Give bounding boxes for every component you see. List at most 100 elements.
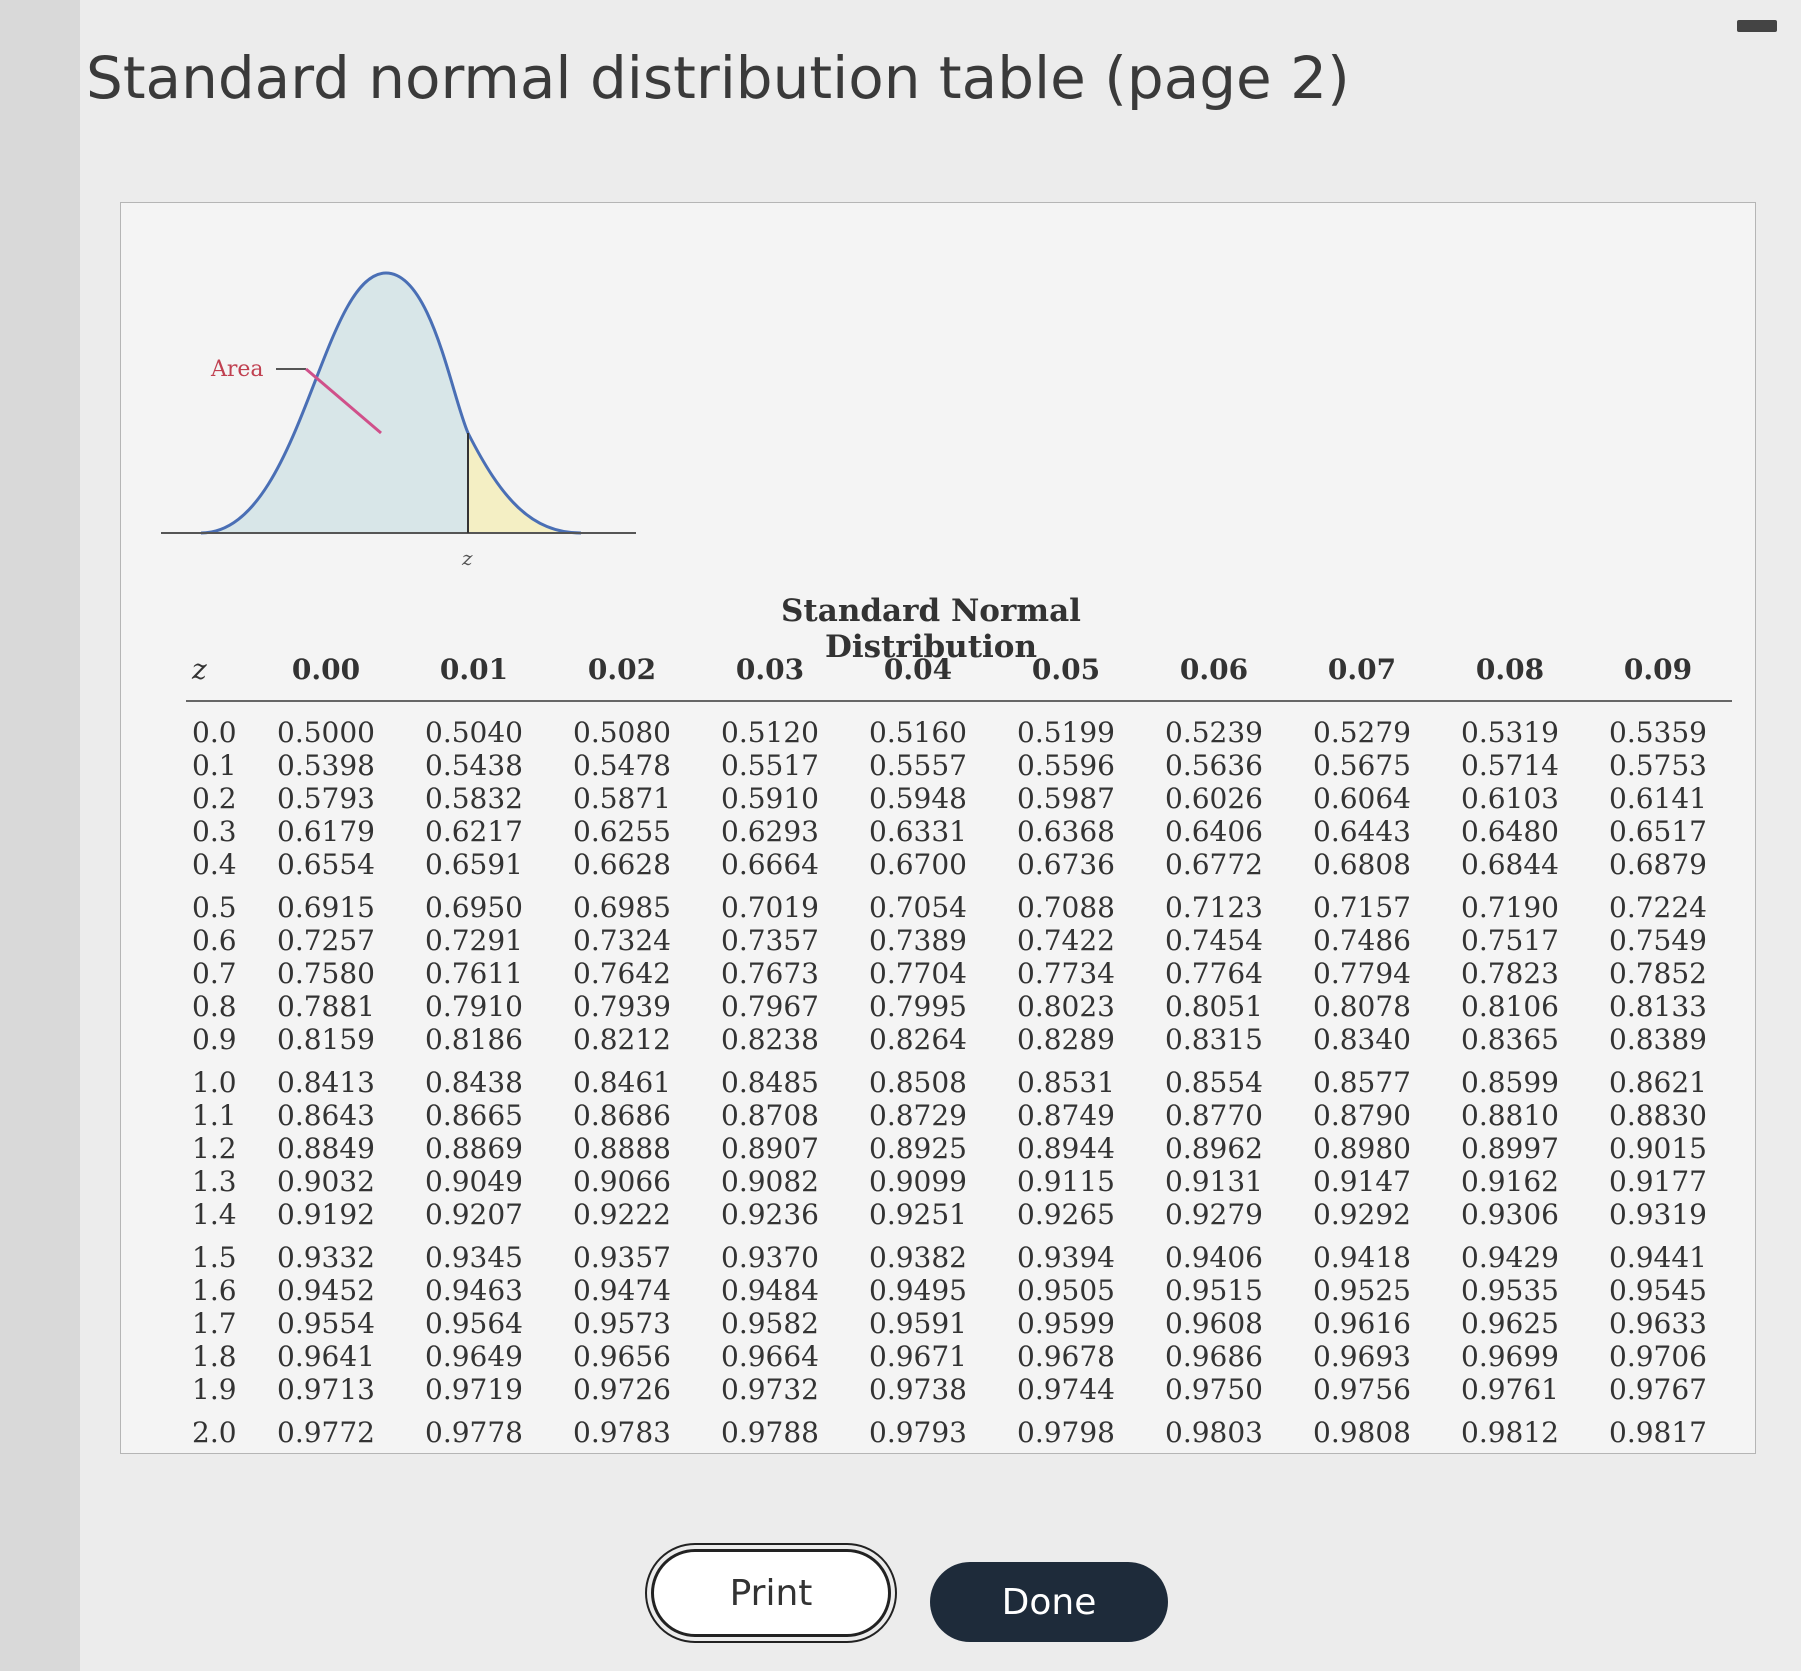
probability-cell: 0.9649 xyxy=(425,1340,523,1373)
z-value-cell: 1.4 xyxy=(192,1198,237,1231)
probability-cell: 0.8106 xyxy=(1461,990,1559,1023)
done-button[interactable]: Done xyxy=(930,1562,1168,1642)
probability-cell: 0.9564 xyxy=(425,1307,523,1340)
probability-cell: 0.6368 xyxy=(1017,815,1115,848)
probability-cell: 0.6879 xyxy=(1609,848,1707,881)
probability-cell: 0.8133 xyxy=(1609,990,1707,1023)
z-value-cell: 0.9 xyxy=(192,1023,237,1056)
probability-cell: 0.9713 xyxy=(277,1373,375,1406)
column-header: 0.07 xyxy=(1288,643,1436,702)
probability-cell: 0.5160 xyxy=(869,716,967,749)
probability-cell: 0.8023 xyxy=(1017,990,1115,1023)
probability-cell: 0.7995 xyxy=(869,990,967,1023)
z-value-cell: 0.2 xyxy=(192,782,237,815)
probability-cell: 0.7794 xyxy=(1313,957,1411,990)
z-value-cell: 0.3 xyxy=(192,815,237,848)
probability-cell: 0.8315 xyxy=(1165,1023,1263,1056)
table-header-row: z 0.00 0.01 0.02 0.03 0.04 0.05 0.06 0.0… xyxy=(186,643,1732,702)
probability-cell: 0.9525 xyxy=(1313,1274,1411,1307)
probability-cell: 0.7611 xyxy=(425,957,523,990)
probability-cell: 0.6480 xyxy=(1461,815,1559,848)
probability-cell: 0.8770 xyxy=(1165,1099,1263,1132)
probability-cell: 0.9484 xyxy=(721,1274,819,1307)
z-value-cell: 1.3 xyxy=(192,1165,237,1198)
table-body: 0.0 0.5000 0.5040 0.5080 0.5120 0.5160 0.5199 0… xyxy=(186,701,1732,1453)
probability-cell: 0.9693 xyxy=(1313,1340,1411,1373)
probability-cell: 0.8621 xyxy=(1609,1066,1707,1099)
probability-cell: 0.9857 xyxy=(1584,1449,1732,1453)
probability-cell: 0.9671 xyxy=(869,1340,967,1373)
probability-cell: 0.8508 xyxy=(869,1066,967,1099)
area-pointer-arrow xyxy=(305,367,382,435)
probability-cell: 0.9830 xyxy=(548,1449,696,1453)
page-title: Standard normal distribution table (page… xyxy=(86,44,1350,112)
table-row: 0.4 0.6554 0.6591 0.6628 0.6664 0.6700 0.6736 0… xyxy=(186,848,1732,881)
column-header: 0.06 xyxy=(1140,643,1288,702)
probability-cell: 0.9803 xyxy=(1165,1416,1263,1449)
z-value-cell: 1.5 xyxy=(192,1241,237,1274)
z-value-cell: 0.8 xyxy=(192,990,237,1023)
probability-cell: 0.5279 xyxy=(1313,716,1411,749)
probability-cell: 0.9265 xyxy=(1017,1198,1115,1231)
z-value-cell: 2.1 xyxy=(186,1449,252,1453)
probability-cell: 0.8944 xyxy=(1017,1132,1115,1165)
probability-cell: 0.6406 xyxy=(1165,815,1263,848)
probability-cell: 0.8264 xyxy=(869,1023,967,1056)
probability-cell: 0.9719 xyxy=(425,1373,523,1406)
probability-cell: 0.9783 xyxy=(573,1416,671,1449)
table-row: 0.5 0.6915 0.6950 0.6985 0.7019 0.7054 0.7088 0… xyxy=(186,881,1732,924)
table-row: 1.6 0.9452 0.9463 0.9474 0.9484 0.9495 0.9505 0… xyxy=(186,1274,1732,1307)
probability-cell: 0.9761 xyxy=(1461,1373,1559,1406)
table-row: 0.0 0.5000 0.5040 0.5080 0.5120 0.5160 0.5199 0… xyxy=(186,701,1732,749)
probability-cell: 0.8340 xyxy=(1313,1023,1411,1056)
probability-cell: 0.5517 xyxy=(721,749,819,782)
probability-cell: 0.6443 xyxy=(1313,815,1411,848)
probability-cell: 0.9788 xyxy=(721,1416,819,1449)
probability-cell: 0.8159 xyxy=(277,1023,375,1056)
probability-cell: 0.9778 xyxy=(425,1416,523,1449)
z-value-cell: 0.0 xyxy=(192,716,237,749)
table-row: 1.8 0.9641 0.9649 0.9656 0.9664 0.9671 0.9678 0… xyxy=(186,1340,1732,1373)
print-button[interactable]: Print xyxy=(645,1543,897,1643)
probability-cell: 0.7190 xyxy=(1461,891,1559,924)
probability-cell: 0.7123 xyxy=(1165,891,1263,924)
probability-cell: 0.9821 xyxy=(252,1449,400,1453)
probability-cell: 0.8238 xyxy=(721,1023,819,1056)
probability-cell: 0.9535 xyxy=(1461,1274,1559,1307)
z-value-cell: 1.7 xyxy=(192,1307,237,1340)
probability-cell: 0.9357 xyxy=(573,1241,671,1274)
z-value-cell: 0.1 xyxy=(192,749,237,782)
probability-cell: 0.9032 xyxy=(277,1165,375,1198)
probability-cell: 0.7088 xyxy=(1017,891,1115,924)
probability-cell: 0.8907 xyxy=(721,1132,819,1165)
probability-cell: 0.8531 xyxy=(1017,1066,1115,1099)
probability-cell: 0.9656 xyxy=(573,1340,671,1373)
probability-cell: 0.9177 xyxy=(1609,1165,1707,1198)
probability-cell: 0.9706 xyxy=(1609,1340,1707,1373)
normal-curve-figure: Area z xyxy=(161,271,636,570)
probability-cell: 0.6950 xyxy=(425,891,523,924)
probability-cell: 0.9750 xyxy=(1165,1373,1263,1406)
probability-cell: 0.5753 xyxy=(1609,749,1707,782)
probability-cell: 0.8925 xyxy=(869,1132,967,1165)
probability-cell: 0.9633 xyxy=(1609,1307,1707,1340)
probability-cell: 0.5040 xyxy=(425,716,523,749)
area-label: Area xyxy=(210,357,264,382)
probability-cell: 0.9738 xyxy=(869,1373,967,1406)
table-row: 0.9 0.8159 0.8186 0.8212 0.8238 0.8264 0.8289 0… xyxy=(186,1023,1732,1056)
table-row: 1.3 0.9032 0.9049 0.9066 0.9082 0.9099 0.9115 0… xyxy=(186,1165,1732,1198)
z-column-header: z xyxy=(186,643,252,702)
probability-cell: 0.7019 xyxy=(721,891,819,924)
probability-cell: 0.9418 xyxy=(1313,1241,1411,1274)
table-row: 0.7 0.7580 0.7611 0.7642 0.7673 0.7704 0.7734 0… xyxy=(186,957,1732,990)
probability-cell: 0.6591 xyxy=(425,848,523,881)
probability-cell: 0.7967 xyxy=(721,990,819,1023)
probability-cell: 0.5120 xyxy=(721,716,819,749)
minimize-button[interactable] xyxy=(1737,20,1777,32)
probability-cell: 0.7642 xyxy=(573,957,671,990)
probability-cell: 0.7549 xyxy=(1609,924,1707,957)
probability-cell: 0.8708 xyxy=(721,1099,819,1132)
probability-cell: 0.8577 xyxy=(1313,1066,1411,1099)
z-value-cell: 1.9 xyxy=(192,1373,237,1406)
